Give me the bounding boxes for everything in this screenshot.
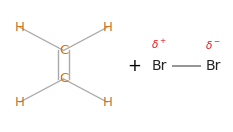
Text: C: C xyxy=(59,72,68,85)
Text: H: H xyxy=(102,21,112,34)
Text: H: H xyxy=(102,96,112,109)
Text: H: H xyxy=(15,21,25,34)
Text: Br: Br xyxy=(206,59,221,73)
Text: H: H xyxy=(15,96,25,109)
Text: $\delta^+$: $\delta^+$ xyxy=(151,38,167,51)
Text: C: C xyxy=(59,44,68,57)
Text: Br: Br xyxy=(151,59,167,73)
Text: +: + xyxy=(127,57,141,75)
Text: $\delta^-$: $\delta^-$ xyxy=(205,39,221,51)
